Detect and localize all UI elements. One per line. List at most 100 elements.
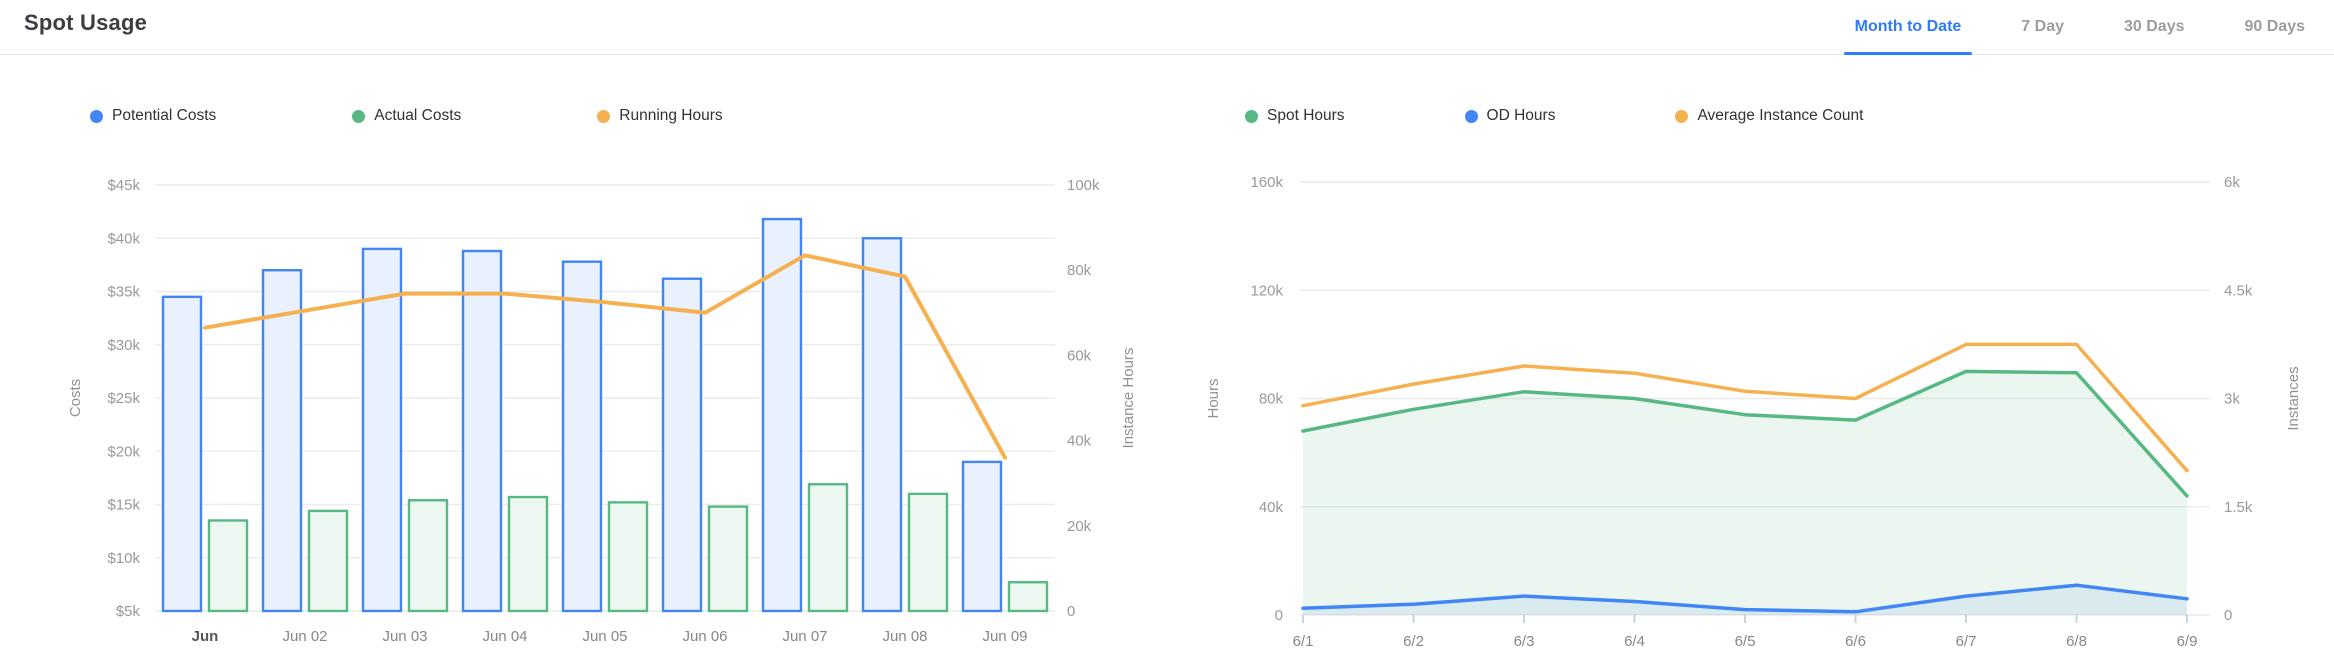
right-axis-tick: 40k — [1067, 433, 1092, 450]
right-axis-tick: 4.5k — [2224, 282, 2253, 299]
left-axis-tick: $40k — [107, 230, 140, 247]
legend-item-od-hours[interactable]: OD Hours — [1464, 107, 1556, 125]
legend-label: OD Hours — [1486, 107, 1556, 124]
bar-actual-costs — [207, 519, 249, 613]
legend-label: Actual Costs — [374, 107, 462, 124]
od-hours-legend-dot-icon — [1464, 109, 1478, 123]
right-axis-tick: 20k — [1067, 518, 1092, 535]
series-od-hours — [1301, 583, 2189, 615]
bar-actual-costs — [1007, 581, 1049, 613]
charts-row: Potential Costs Actual Costs Running Hours… — [0, 55, 2334, 669]
bar-potential-costs — [561, 260, 603, 613]
legend-item-running-hours[interactable]: Running Hours — [597, 107, 723, 125]
right-axis-tick: 3k — [2224, 391, 2240, 408]
left-axis-tick: $5k — [116, 603, 141, 620]
left-axis-tick: 80k — [1259, 391, 1284, 408]
legend-item-actual-costs[interactable]: Actual Costs — [352, 107, 461, 125]
x-axis-label: 6/6 — [1845, 633, 1866, 650]
bar-actual-costs — [307, 509, 349, 613]
bar-actual-costs — [807, 483, 849, 613]
legend-label: Average Instance Count — [1697, 107, 1864, 124]
left-axis-title: Hours — [1205, 378, 1222, 418]
bar-actual-costs — [707, 505, 749, 613]
header: Spot Usage Month to Date 7 Day 30 Days 9… — [0, 0, 2334, 55]
bar-actual-costs — [507, 495, 549, 613]
bar-potential-costs — [661, 277, 703, 613]
left-axis-tick: $30k — [107, 337, 140, 354]
potential-costs-legend-dot-icon — [90, 109, 103, 123]
line-running-hours — [203, 253, 1007, 460]
right-axis-tick: 1.5k — [2224, 499, 2253, 516]
left-axis-tick: $10k — [107, 550, 140, 567]
x-axis-label: Jun 06 — [682, 628, 727, 645]
series-potential-costs — [161, 217, 1003, 613]
line-od-hours — [1301, 583, 2189, 614]
right-axis-title: Instances — [2285, 366, 2302, 430]
tab-month-to-date[interactable]: Month to Date — [1843, 0, 1972, 55]
bar-potential-costs — [161, 295, 203, 613]
line-average-instance-count — [1301, 342, 2189, 473]
hours-instances-chart: 160k 120k 80k 40k 0 6k 4.5k 3k 1.5k 0 Hours Instanc… — [1205, 174, 2302, 650]
left-axis-tick: $15k — [107, 497, 140, 514]
costs-chart-legend: Potential Costs Actual Costs Running Hours — [40, 103, 1190, 129]
x-axis-label: Jun — [192, 628, 219, 645]
x-axis-label: Jun 08 — [882, 628, 927, 645]
left-axis-tick: $35k — [107, 284, 140, 301]
legend-label: Potential Costs — [112, 107, 217, 124]
hours-chart-legend: Spot Hours OD Hours Average Instance Count — [1190, 103, 2334, 129]
costs-running-hours-chart: $45k $40k $35k $30k $25k $20k $15k $10k $5k 100k 8… — [67, 177, 1137, 645]
right-axis-tick: 60k — [1067, 347, 1092, 364]
x-axis-label: Jun 09 — [982, 628, 1027, 645]
page-title: Spot Usage — [24, 10, 148, 35]
x-axis-label: 6/5 — [1735, 633, 1756, 650]
x-axis-label: 6/2 — [1403, 633, 1424, 650]
area-spot-hours — [1303, 371, 2187, 615]
x-axis-label: 6/8 — [2066, 633, 2087, 650]
tab-30-days[interactable]: 30 Days — [2124, 18, 2185, 35]
legend-item-potential-costs[interactable]: Potential Costs — [90, 107, 216, 125]
x-axis-label: 6/7 — [1956, 633, 1977, 650]
tab-7-day[interactable]: 7 Day — [2021, 18, 2064, 35]
x-axis-label: Jun 02 — [282, 628, 327, 645]
right-axis-tick: 100k — [1067, 177, 1100, 194]
series-spot-hours — [1301, 369, 2189, 615]
legend-item-average-instance-count[interactable]: Average Instance Count — [1675, 107, 1863, 125]
spot-hours-legend-dot-icon — [1245, 109, 1258, 123]
right-axis-tick: 6k — [2224, 174, 2240, 191]
bar-potential-costs — [861, 237, 903, 613]
hours-chart-panel: Spot Hours OD Hours Average Instance Count… — [1190, 55, 2334, 669]
left-axis-tick: 160k — [1250, 174, 1283, 191]
left-axis-tick: 120k — [1250, 282, 1283, 299]
bar-actual-costs — [607, 501, 649, 613]
x-axis-label: 6/1 — [1293, 633, 1314, 650]
time-range-tabs: Month to Date 7 Day 30 Days 90 Days — [1843, 0, 2308, 55]
tab-90-days[interactable]: 90 Days — [2244, 18, 2306, 35]
legend-label: Spot Hours — [1267, 107, 1345, 124]
left-axis-tick: 40k — [1259, 499, 1284, 516]
x-axis-label: 6/3 — [1514, 633, 1535, 650]
legend-item-spot-hours[interactable]: Spot Hours — [1245, 107, 1345, 125]
right-axis-tick: 0 — [2224, 607, 2232, 624]
right-axis-tick: 0 — [1067, 603, 1075, 620]
left-axis-tick: $45k — [107, 177, 140, 194]
left-axis-tick: $20k — [107, 443, 140, 460]
left-axis-tick: $25k — [107, 390, 140, 407]
area-od-hours — [1303, 585, 2187, 615]
bar-actual-costs — [407, 499, 449, 613]
costs-chart-panel: Potential Costs Actual Costs Running Hours… — [40, 55, 1190, 669]
actual-costs-legend-dot-icon — [352, 109, 366, 123]
x-axis-label: Jun 05 — [582, 628, 627, 645]
x-axis-label: 6/9 — [2177, 633, 2198, 650]
line-spot-hours — [1301, 369, 2189, 498]
x-axis-label: Jun 03 — [382, 628, 427, 645]
left-axis-title: Costs — [67, 379, 84, 417]
bar-potential-costs — [961, 460, 1003, 613]
x-axis-label: Jun 07 — [782, 628, 827, 645]
bar-actual-costs — [907, 492, 949, 613]
x-axis-label: 6/4 — [1624, 633, 1645, 650]
series-actual-costs — [207, 483, 1049, 613]
average-instance-count-legend-dot-icon — [1675, 109, 1689, 123]
bar-potential-costs — [761, 217, 803, 613]
legend-label: Running Hours — [619, 107, 723, 124]
bar-potential-costs — [261, 268, 303, 613]
